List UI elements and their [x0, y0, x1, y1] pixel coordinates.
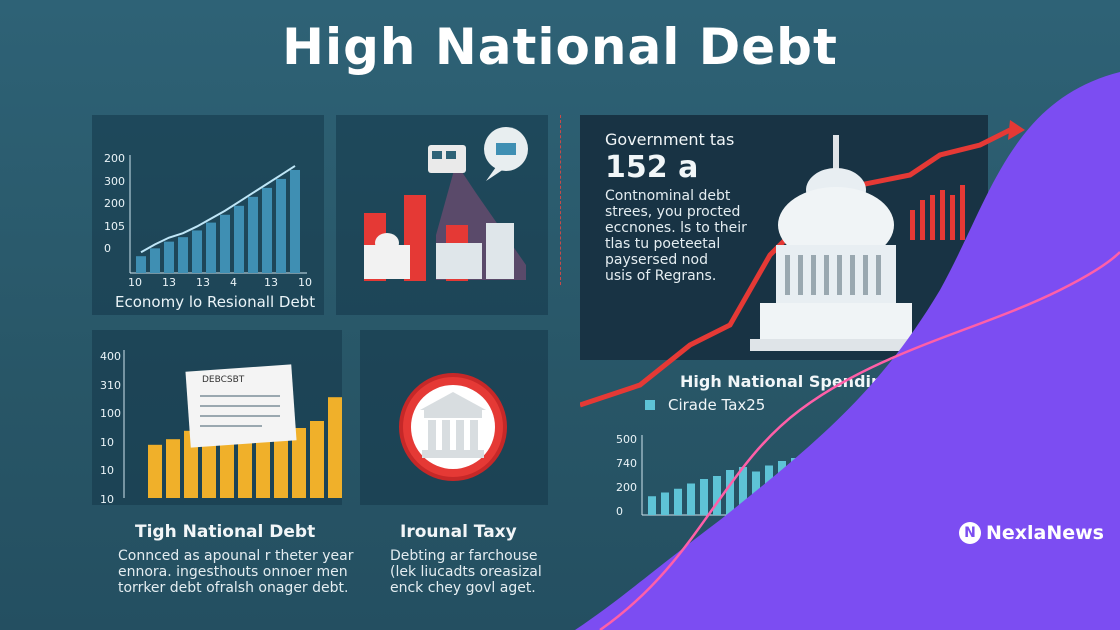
economy-bar: [192, 230, 202, 273]
debt-y-tick: 400: [100, 350, 121, 363]
economy-x-tick: 13: [196, 276, 210, 289]
spending-y-tick: 0: [616, 505, 623, 518]
economy-y-tick: 200: [104, 197, 125, 210]
economy-bar: [220, 214, 230, 273]
spending-bar: [674, 488, 682, 515]
brand-name: NexlaNews: [985, 522, 1104, 544]
economy-bar: [248, 196, 258, 273]
brand-icon: N: [958, 522, 981, 544]
capitol-illustration: [580, 120, 1025, 408]
economy-x-tick: 10: [128, 276, 142, 289]
economy-bar: [262, 187, 272, 273]
debt-bar: [310, 421, 324, 498]
bank-icon: [399, 373, 507, 481]
government-number: 152 a: [605, 150, 699, 185]
government-text: Contnominal debt strees, you procted ecc…: [605, 188, 747, 284]
spending-bar: [739, 467, 747, 515]
debt-bar: [148, 444, 162, 498]
economy-bar: [206, 222, 216, 273]
economy-y-tick: 0: [104, 242, 111, 255]
economy-x-tick: 10: [298, 276, 312, 289]
economy-chart: [129, 155, 307, 274]
debt-y-tick: 100: [100, 407, 121, 420]
debt-bar: [292, 428, 306, 498]
economy-bar: [276, 178, 286, 273]
economy-chart-caption: Economy lo Resionall Debt: [115, 293, 316, 311]
spending-bar: [713, 476, 721, 515]
brand-logo: N NexlaNews: [958, 522, 1104, 544]
debt-y-tick: 10: [100, 435, 114, 449]
spending-y-tick: 200: [616, 481, 637, 494]
economy-bar: [234, 205, 244, 273]
economy-bar: [290, 169, 300, 273]
government-heading: Government tas: [605, 130, 735, 149]
economy-bar: [136, 256, 146, 273]
card-taxy-title: Irounal Taxy: [400, 522, 517, 542]
debt-bar-chart: DEBCSBT: [123, 350, 342, 498]
debt-y-tick: 310: [100, 378, 121, 392]
economy-bar: [178, 237, 188, 273]
card-national-debt-title: Tigh National Debt: [135, 522, 316, 542]
divider-line: [560, 115, 561, 285]
card-national-debt-text: Connced as apounal r theter year ennora.…: [118, 548, 354, 596]
economy-x-tick: 4: [230, 276, 237, 289]
debt-y-tick: 10: [100, 492, 114, 506]
document-icon: DEBCSBT: [185, 364, 297, 448]
debt-bar: [274, 433, 288, 498]
debt-y-tick: 10: [100, 464, 114, 477]
economy-bar: [164, 241, 174, 273]
document-label: DEBCSBT: [202, 375, 245, 385]
spending-subtitle: Cirade Tax25: [668, 396, 766, 414]
economy-y-tick: 105: [104, 219, 125, 233]
economy-y-tick: 200: [104, 152, 125, 165]
economy-x-tick: 13: [162, 276, 176, 289]
debt-bar: [166, 439, 180, 498]
spending-title: High National Spending: [680, 372, 894, 391]
debt-bar: [184, 430, 198, 498]
page-title: High National Debt: [282, 18, 838, 76]
economy-bar: [150, 248, 160, 273]
spending-bar: [648, 496, 656, 515]
spending-bar: [687, 483, 695, 515]
buildings-illustration: [364, 127, 528, 281]
economy-y-tick: 300: [104, 174, 125, 188]
legend-swatch: [645, 400, 655, 410]
economy-x-tick: 13: [264, 276, 278, 289]
spending-bar: [661, 492, 669, 515]
card-taxy-text: Debting ar farchouse (lek liucadts oreas…: [390, 548, 542, 596]
spending-y-tick: 500: [616, 433, 637, 446]
spending-bar: [726, 470, 734, 515]
debt-bar: [328, 397, 342, 498]
spending-bar: [700, 479, 708, 515]
spending-y-tick: 740: [616, 457, 637, 470]
